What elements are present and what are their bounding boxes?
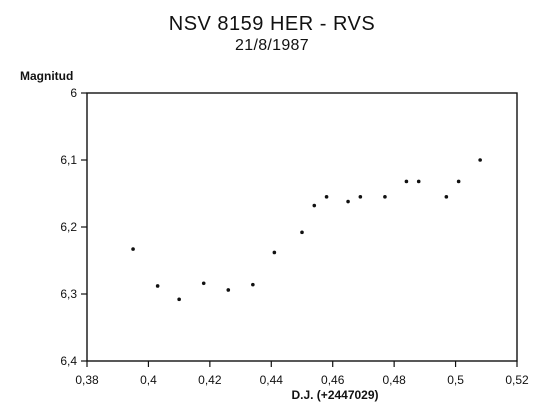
data-point [456, 179, 461, 184]
data-point [300, 230, 304, 235]
data-point [358, 195, 363, 199]
data-point [155, 284, 160, 288]
data-points [131, 158, 482, 302]
data-point [444, 195, 449, 199]
y-tick-label: 6,4 [60, 354, 77, 368]
data-point [272, 250, 277, 255]
data-point [251, 282, 255, 287]
x-tick-label: 0,4 [140, 373, 157, 387]
x-tick-label: 0,48 [382, 373, 406, 387]
data-point [346, 199, 350, 204]
data-point [201, 281, 206, 286]
y-tick-label: 6,1 [60, 153, 77, 167]
data-point [416, 179, 421, 184]
data-point [383, 195, 387, 199]
y-tick-label: 6,2 [60, 220, 77, 234]
data-point [131, 247, 135, 251]
y-axis-ticks: 6 6,1 6,2 6,3 6,4 [60, 86, 87, 368]
x-tick-label: 0,44 [260, 373, 284, 387]
x-axis-ticks: 0,38 0,4 0,42 0,44 0,46 0,48 0,5 0,52 [75, 361, 529, 387]
data-point [404, 179, 409, 184]
data-point [478, 158, 482, 162]
chart-subtitle: 21/8/1987 [235, 37, 309, 54]
x-tick-label: 0,38 [75, 373, 99, 387]
x-tick-label: 0,42 [198, 373, 222, 387]
x-tick-label: 0,46 [321, 373, 345, 387]
y-tick-label: 6 [70, 86, 77, 100]
data-point [177, 297, 181, 302]
data-point [226, 288, 231, 292]
x-tick-label: 0,5 [447, 373, 464, 387]
data-point [312, 203, 317, 208]
y-tick-label: 6,3 [60, 287, 77, 301]
y-axis-label: Magnitud [20, 69, 73, 83]
x-axis-label: D.J. (+2447029) [291, 388, 378, 402]
data-point [324, 195, 329, 199]
plot-frame [86, 92, 518, 362]
x-tick-label: 0,52 [505, 373, 529, 387]
chart-title: NSV 8159 HER - RVS [169, 13, 376, 35]
